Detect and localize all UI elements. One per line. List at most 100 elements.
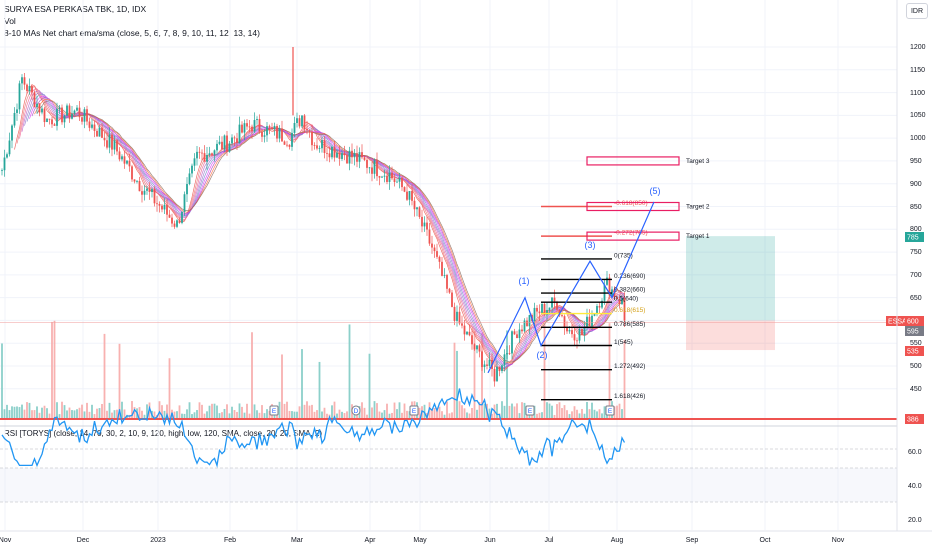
volume-bar [453, 342, 456, 418]
volume-bar [558, 402, 561, 418]
volume-bar [406, 410, 408, 418]
rsi-indicator-label[interactable]: RSI [TORYS] (close, 14, 70, 30, 2, 10, 9… [4, 429, 323, 438]
candle-body [543, 303, 546, 315]
volume-bar [246, 403, 248, 418]
volume-bar [488, 408, 491, 418]
candle-body [283, 141, 286, 145]
price-badge [905, 232, 924, 242]
candle-body [516, 334, 518, 339]
candle-body [358, 152, 361, 162]
symbol-title[interactable]: SURYA ESA PERKASA TBK, 1D, IDX [4, 4, 147, 14]
candles [1, 47, 626, 387]
candle-body [203, 153, 206, 162]
candle-body [78, 107, 81, 118]
time-tick-label: Oct [760, 537, 771, 544]
candle-body [321, 140, 323, 149]
candle-body [483, 364, 486, 368]
volume-bar [438, 406, 441, 418]
volume-bar [623, 339, 626, 418]
candle-body [406, 191, 408, 200]
candle-body [488, 359, 491, 366]
candle-body [591, 315, 593, 327]
moving-average-line [21, 90, 625, 369]
volume-bar [226, 404, 228, 418]
rsi-tick-label: 20.0 [908, 517, 922, 524]
candle-body [101, 127, 103, 138]
volume-bar [28, 402, 31, 418]
candle-body [61, 107, 63, 123]
volume-bar [463, 408, 466, 418]
fib-level-label: 0.236(690) [614, 273, 645, 280]
volume-bar [346, 411, 348, 418]
volume-bar [418, 407, 421, 418]
candle-body [31, 86, 33, 93]
ma-indicator-label[interactable]: 8-10 MAs Net chart ema/sma (close, 5, 6,… [4, 28, 260, 38]
volume-bar [373, 401, 376, 418]
candle-body [228, 143, 231, 152]
event-marker-label: E [608, 408, 613, 415]
candle-body [386, 175, 388, 182]
volume-bar [513, 406, 516, 418]
volume-bars [1, 320, 626, 418]
volume-bar [568, 414, 571, 418]
time-tick-label: Mar [291, 537, 304, 544]
volume-bar [33, 410, 36, 418]
target-label: Target 3 [686, 158, 710, 165]
volume-bar [383, 410, 386, 418]
candle-body [396, 181, 398, 183]
currency-button[interactable]: IDR [906, 3, 928, 19]
volume-bar [338, 409, 341, 418]
candle-body [41, 108, 43, 113]
wave-label: (3) [585, 240, 596, 250]
volume-bar [466, 412, 468, 418]
volume-bar [41, 407, 43, 418]
candle-body [173, 223, 176, 227]
volume-bar [66, 410, 68, 418]
fib-level-label: 0.382(660) [614, 287, 645, 294]
volume-bar [371, 407, 373, 418]
candle-body [436, 251, 438, 257]
candle-body [236, 138, 238, 143]
volume-bar [253, 404, 256, 418]
volume-bar [391, 412, 393, 418]
volume-bar [468, 413, 471, 418]
volume-bar [376, 403, 378, 418]
candle-body [371, 167, 373, 174]
time-tick-label: Jun [484, 537, 495, 544]
candle-body [563, 316, 566, 328]
candle-body [63, 115, 66, 123]
candle-body [571, 330, 573, 335]
candle-body [13, 112, 16, 126]
volume-bar [251, 332, 253, 418]
candle-body [533, 307, 536, 321]
candle-body [461, 323, 463, 326]
candle-body [128, 160, 131, 167]
candle-body [511, 331, 513, 354]
volume-bar [193, 412, 196, 418]
candle-body [596, 306, 598, 315]
candle-body [536, 307, 538, 312]
volume-bar [443, 414, 446, 418]
volume-bar [18, 407, 21, 418]
candle-body [248, 126, 251, 128]
candle-body [191, 165, 193, 174]
candle-body [503, 354, 506, 366]
candle-body [621, 297, 623, 305]
candle-body [553, 297, 556, 303]
elliott-wave-line [487, 201, 655, 374]
candle-body [378, 176, 381, 178]
candle-body [541, 303, 543, 314]
candle-body [338, 152, 341, 159]
wave-label: (5) [650, 186, 661, 196]
volume-bar [361, 402, 363, 418]
volume-bar [73, 410, 76, 418]
volume-bar [566, 410, 568, 418]
volume-label[interactable]: Vol [4, 16, 16, 26]
candle-body [278, 128, 281, 139]
candle-body [336, 152, 338, 158]
fib-level-label: 0.5(640) [614, 296, 638, 303]
candle-body [168, 214, 171, 218]
volume-bar [403, 403, 406, 418]
